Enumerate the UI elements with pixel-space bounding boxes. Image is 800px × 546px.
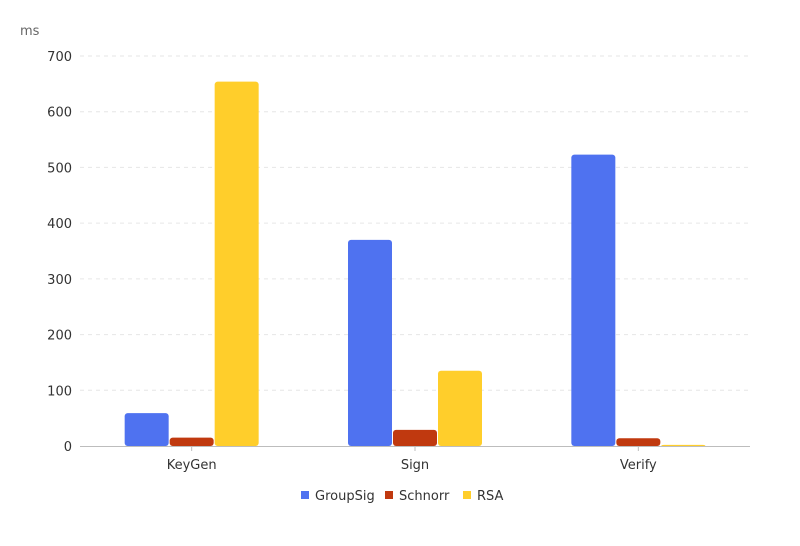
- legend-item-rsa[interactable]: RSA: [463, 489, 504, 504]
- legend-item-groupsig[interactable]: GroupSig: [301, 489, 375, 504]
- legend-label: Schnorr: [399, 489, 450, 504]
- bar-groupsig-sign[interactable]: [348, 239, 392, 446]
- y-axis-ticks: 0 100 200 300 400 500 600 700: [47, 50, 72, 455]
- x-tick-label: Sign: [401, 458, 429, 473]
- legend-swatch: [301, 491, 309, 499]
- bar-schnorr-verify[interactable]: [616, 438, 661, 446]
- y-tick-label: 500: [47, 161, 72, 176]
- legend-swatch: [463, 491, 471, 499]
- gridlines: [80, 55, 750, 391]
- y-tick-label: 700: [47, 50, 72, 65]
- bar-rsa-verify[interactable]: [661, 444, 706, 446]
- y-tick-label: 600: [47, 106, 72, 121]
- y-tick-label: 400: [47, 217, 72, 232]
- x-axis-ticks: KeyGen Sign Verify: [167, 446, 657, 473]
- y-tick-label: 0: [64, 440, 72, 455]
- y-tick-label: 100: [47, 384, 72, 399]
- bar-groupsig-verify[interactable]: [571, 154, 616, 446]
- bar-schnorr-sign[interactable]: [393, 429, 437, 446]
- y-tick-label: 300: [47, 273, 72, 288]
- legend-item-schnorr[interactable]: Schnorr: [385, 489, 450, 504]
- legend-label: GroupSig: [315, 489, 375, 504]
- x-tick-label: Verify: [620, 458, 657, 473]
- bars: [124, 81, 706, 446]
- x-tick-label: KeyGen: [167, 458, 217, 473]
- bar-groupsig-keygen[interactable]: [124, 413, 169, 446]
- legend[interactable]: GroupSig Schnorr RSA: [301, 489, 504, 504]
- bar-schnorr-keygen[interactable]: [169, 437, 214, 446]
- bar-rsa-sign[interactable]: [438, 370, 482, 446]
- legend-label: RSA: [477, 489, 504, 504]
- bar-rsa-keygen[interactable]: [214, 81, 259, 446]
- y-unit-label: ms: [20, 24, 40, 39]
- y-tick-label: 200: [47, 329, 72, 344]
- legend-swatch: [385, 491, 393, 499]
